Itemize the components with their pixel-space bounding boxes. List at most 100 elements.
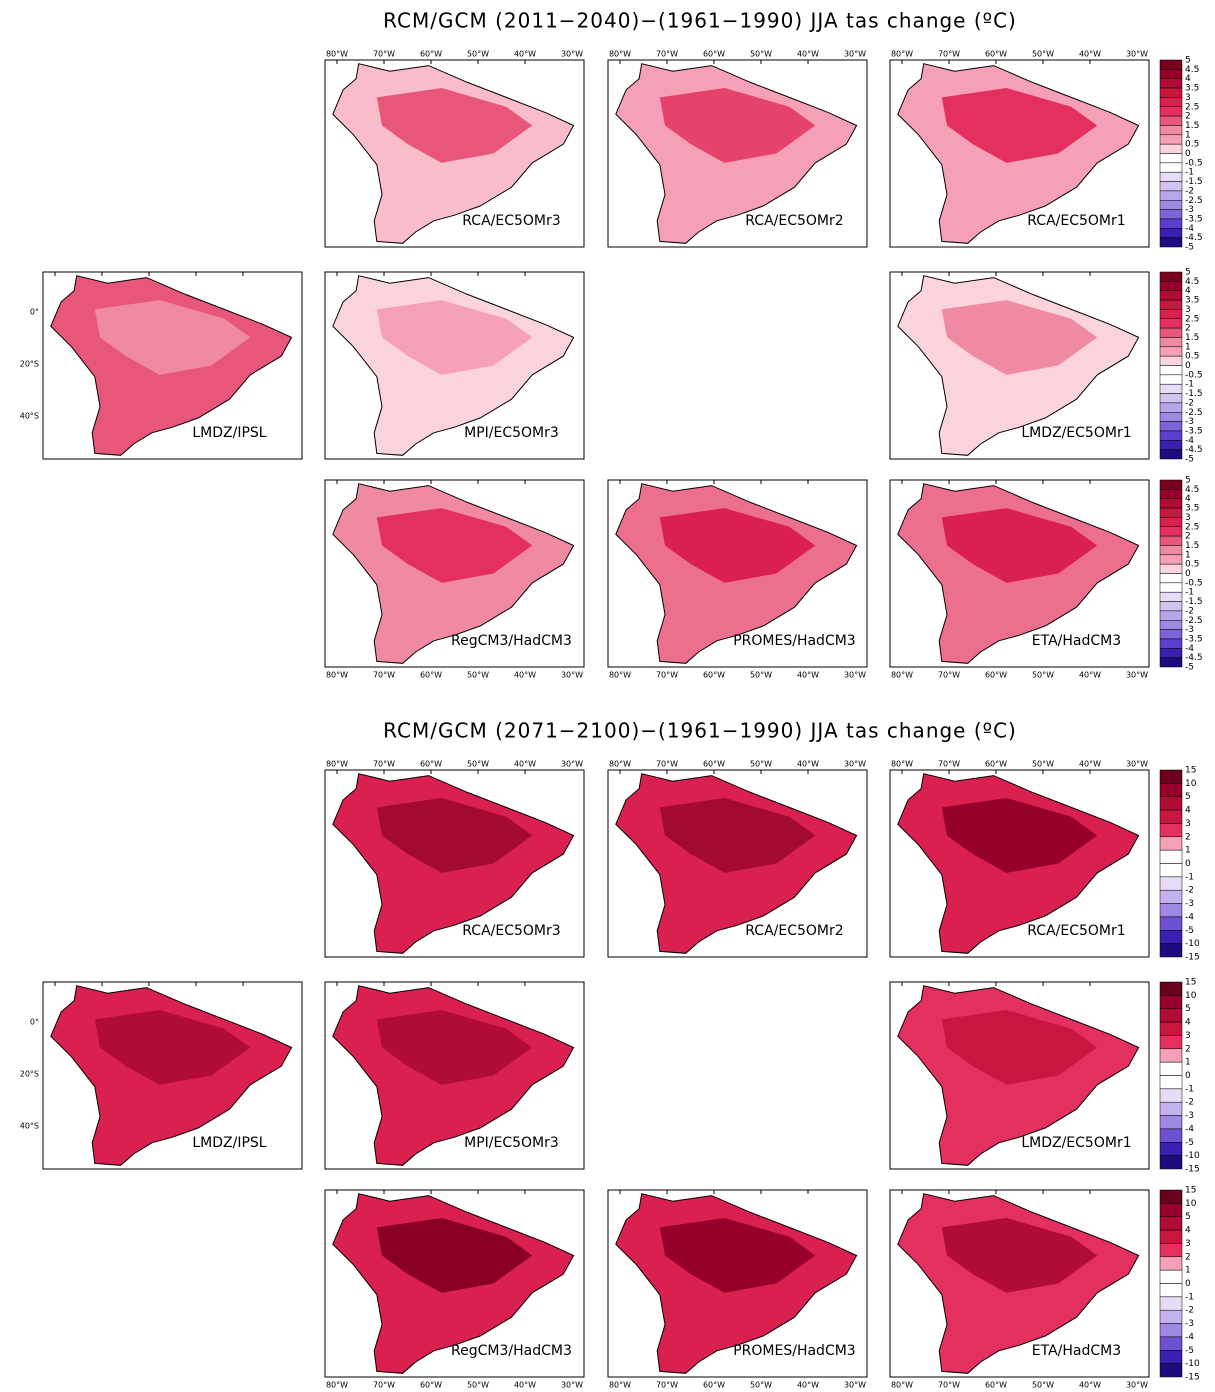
lon-label: 60°W: [703, 671, 725, 680]
colorbar-swatch: [1160, 1076, 1182, 1089]
colorbar-label: 15: [1185, 978, 1196, 988]
lon-label: 70°W: [373, 760, 395, 769]
colorbar-label: 3: [1185, 1239, 1191, 1249]
colorbar-swatch: [1160, 1089, 1182, 1102]
colorbar-label: 10: [1185, 991, 1197, 1001]
map-panel: ETA/HadCM3: [890, 1190, 1149, 1377]
colorbar-swatch: [1160, 917, 1182, 930]
colorbar-swatch: [1160, 291, 1182, 300]
colorbar-label: 0: [1185, 1279, 1191, 1289]
lon-label: 40°W: [797, 1381, 819, 1389]
lon-label: 80°W: [891, 760, 913, 769]
colorbar-label: 2: [1185, 832, 1191, 842]
colorbar-label: -5: [1185, 243, 1194, 253]
lon-label: 70°W: [373, 50, 395, 59]
colorbar-label: -10: [1185, 939, 1200, 949]
colorbar-swatch: [1160, 1324, 1182, 1337]
colorbar-swatch: [1160, 403, 1182, 412]
lon-label: 70°W: [656, 671, 678, 680]
colorbar-label: -3: [1185, 1111, 1194, 1121]
lon-label: 40°W: [797, 50, 819, 59]
colorbar-swatch: [1160, 592, 1182, 601]
lon-label: 50°W: [1032, 50, 1054, 59]
lon-label: 60°W: [420, 1381, 442, 1389]
colorbar-swatch: [1160, 88, 1182, 97]
colorbar-swatch: [1160, 210, 1182, 219]
lat-label: 0°: [30, 308, 39, 317]
lon-label: 80°W: [891, 1381, 913, 1389]
colorbar-label: 4: [1185, 1018, 1191, 1028]
colorbar-swatch: [1160, 238, 1182, 247]
colorbar-label: -4: [1185, 1124, 1194, 1134]
section-title: RCM/GCM (2011−2040)−(1961−1990) JJA tas …: [383, 9, 1017, 33]
colorbar-swatch: [1160, 648, 1182, 657]
map-panel: RCA/EC5OMr2: [608, 770, 867, 957]
colorbar-swatch: [1160, 1142, 1182, 1155]
panel-label: RCA/EC5OMr1: [1027, 213, 1125, 229]
lat-label: 20°S: [20, 1070, 39, 1079]
colorbar-swatch: [1160, 125, 1182, 134]
colorbar-swatch: [1160, 450, 1182, 459]
map-panel: RCA/EC5OMr2: [608, 60, 867, 247]
lon-label: 80°W: [326, 760, 348, 769]
panel-label: RegCM3/HadCM3: [451, 633, 572, 649]
colorbar-swatch: [1160, 1270, 1182, 1283]
colorbar-swatch: [1160, 163, 1182, 172]
lon-label: 70°W: [938, 671, 960, 680]
colorbar-swatch: [1160, 1350, 1182, 1363]
colorbar-label: 3: [1185, 819, 1191, 829]
colorbar-label: 5: [1185, 1212, 1191, 1222]
colorbar-swatch: [1160, 1009, 1182, 1022]
panel-label: RegCM3/HadCM3: [451, 1343, 572, 1359]
panel-label: PROMES/HadCM3: [733, 1343, 855, 1359]
panel-label: ETA/HadCM3: [1032, 633, 1121, 649]
lon-label: 70°W: [938, 760, 960, 769]
lon-label: 60°W: [703, 1381, 725, 1389]
colorbar-swatch: [1160, 620, 1182, 629]
lon-label: 80°W: [326, 50, 348, 59]
map-panel: RCA/EC5OMr3: [325, 60, 584, 247]
colorbar-label: -5: [1185, 663, 1194, 673]
lon-label: 70°W: [656, 1381, 678, 1389]
colorbar-label: 2: [1185, 1044, 1191, 1054]
colorbar-label: 3: [1185, 1031, 1191, 1041]
lon-label: 80°W: [891, 50, 913, 59]
lon-label: 80°W: [609, 760, 631, 769]
colorbar-label: -15: [1185, 953, 1200, 963]
colorbar-swatch: [1160, 281, 1182, 290]
colorbar-swatch: [1160, 1364, 1182, 1377]
colorbar-swatch: [1160, 508, 1182, 517]
section-title: RCM/GCM (2071−2100)−(1961−1990) JJA tas …: [383, 719, 1017, 743]
colorbar-label: -5: [1185, 1346, 1194, 1356]
lon-label: 60°W: [985, 671, 1007, 680]
colorbar-swatch: [1160, 783, 1182, 796]
colorbar-label: -10: [1185, 1151, 1200, 1161]
colorbar-swatch: [1160, 823, 1182, 836]
map-panel: LMDZ/IPSL: [43, 272, 302, 459]
lon-label: 50°W: [750, 50, 772, 59]
lat-label: 0°: [30, 1018, 39, 1027]
colorbar-swatch: [1160, 1062, 1182, 1075]
colorbar-swatch: [1160, 658, 1182, 667]
colorbar-swatch: [1160, 60, 1182, 69]
colorbar-swatch: [1160, 172, 1182, 181]
lon-label: 60°W: [420, 671, 442, 680]
lon-label: 70°W: [938, 50, 960, 59]
colorbar-swatch: [1160, 337, 1182, 346]
lon-label: 60°W: [420, 760, 442, 769]
colorbar-swatch: [1160, 69, 1182, 78]
colorbar-swatch: [1160, 200, 1182, 209]
colorbar-swatch: [1160, 144, 1182, 153]
lon-label: 70°W: [656, 760, 678, 769]
lon-label: 50°W: [467, 760, 489, 769]
colorbar-label: 1: [1185, 846, 1191, 856]
map-panel: RegCM3/HadCM3: [325, 1190, 584, 1377]
lon-label: 60°W: [703, 50, 725, 59]
colorbar-swatch: [1160, 864, 1182, 877]
lat-label: 40°S: [20, 1122, 39, 1131]
colorbar-swatch: [1160, 347, 1182, 356]
panel-label: RCA/EC5OMr3: [462, 213, 560, 229]
colorbar-swatch: [1160, 97, 1182, 106]
colorbar-swatch: [1160, 517, 1182, 526]
colorbar-swatch: [1160, 319, 1182, 328]
